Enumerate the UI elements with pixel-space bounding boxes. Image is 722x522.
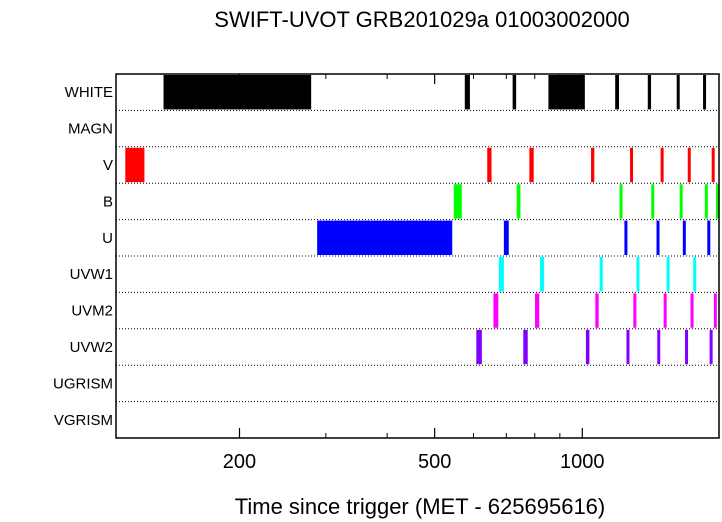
exposure-bar-b bbox=[516, 184, 521, 219]
exposure-bar-uvm2 bbox=[493, 293, 499, 328]
x-tick-label: 200 bbox=[223, 451, 256, 473]
exposure-bar-white bbox=[163, 75, 312, 110]
exposure-bar-b bbox=[679, 184, 683, 219]
filter-label-magn: MAGN bbox=[68, 121, 113, 138]
exposure-bar-uvw1 bbox=[540, 257, 545, 292]
exposure-bar-white bbox=[512, 75, 517, 110]
exposure-bar-white bbox=[703, 75, 707, 110]
x-axis-label: Time since trigger (MET - 625695616) bbox=[235, 494, 606, 519]
filter-label-uvm2: UVM2 bbox=[71, 303, 113, 320]
exposure-bar-u bbox=[682, 220, 686, 255]
exposure-bar-uvm2 bbox=[663, 293, 667, 328]
exposure-bar-uvw1 bbox=[599, 257, 603, 292]
exposure-bar-v bbox=[529, 147, 534, 183]
exposure-bar-v bbox=[711, 147, 715, 183]
exposure-bar-v bbox=[487, 147, 492, 183]
exposure-bars bbox=[125, 75, 719, 365]
filter-label-u: U bbox=[102, 230, 113, 247]
exposure-bar-b bbox=[716, 184, 719, 219]
exposure-bar-uvw2 bbox=[657, 329, 661, 365]
exposure-bar-uvm2 bbox=[690, 293, 694, 328]
exposure-bar-white bbox=[548, 75, 585, 110]
filter-labels: WHITE MAGN V B U UVW1 UVM2 UVW2 UGRISM VGRISM bbox=[53, 84, 113, 429]
exposure-bar-u bbox=[624, 220, 628, 255]
exposure-bar-v bbox=[687, 147, 691, 183]
filter-label-uvw1: UVW1 bbox=[70, 266, 113, 283]
exposure-bar-uvm2 bbox=[595, 293, 599, 328]
exposure-bar-uvm2 bbox=[713, 293, 717, 328]
exposure-bar-uvw1 bbox=[666, 257, 670, 292]
exposure-bar-uvm2 bbox=[633, 293, 637, 328]
exposure-bar-white bbox=[615, 75, 619, 110]
exposure-bar-uvw2 bbox=[585, 329, 590, 365]
filter-label-vgrism: VGRISM bbox=[54, 412, 113, 429]
exposure-bar-u bbox=[656, 220, 660, 255]
x-tick-label: 500 bbox=[418, 451, 451, 473]
chart-title: SWIFT-UVOT GRB201029a 01003002000 bbox=[214, 7, 629, 32]
exposure-bar-v bbox=[660, 147, 664, 183]
x-tick-label: 1000 bbox=[560, 451, 605, 473]
exposure-bar-uvm2 bbox=[535, 293, 540, 328]
exposure-bar-uvw2 bbox=[626, 329, 630, 365]
exposure-bar-b bbox=[651, 184, 655, 219]
exposure-bar-b bbox=[453, 184, 462, 219]
exposure-bar-uvw1 bbox=[498, 257, 504, 292]
exposure-bar-uvw2 bbox=[685, 329, 689, 365]
exposure-bar-uvw2 bbox=[523, 329, 528, 365]
filter-label-ugrism: UGRISM bbox=[53, 375, 113, 392]
exposure-bar-b bbox=[704, 184, 708, 219]
exposure-bar-uvw1 bbox=[693, 257, 697, 292]
exposure-bar-uvw1 bbox=[636, 257, 640, 292]
x-axis-ticks: 200 500 1000 bbox=[223, 74, 605, 473]
exposure-bar-white bbox=[676, 75, 680, 110]
exposure-bar-uvw2 bbox=[476, 329, 482, 365]
exposure-bar-v bbox=[591, 147, 595, 183]
filter-label-white: WHITE bbox=[65, 84, 113, 101]
filter-label-v: V bbox=[103, 157, 113, 174]
exposure-bar-u bbox=[707, 220, 711, 255]
exposure-bar-b bbox=[619, 184, 623, 219]
plot-frame bbox=[115, 73, 720, 439]
exposure-bar-u bbox=[503, 220, 509, 255]
exposure-bar-v bbox=[630, 147, 634, 183]
exposure-bar-u bbox=[317, 220, 453, 255]
exposure-bar-white bbox=[647, 75, 652, 110]
filter-label-uvw2: UVW2 bbox=[70, 339, 113, 356]
exposure-bar-v bbox=[125, 147, 145, 183]
exposure-bar-uvw2 bbox=[709, 329, 713, 365]
exposure-bar-white bbox=[464, 75, 470, 110]
filter-label-b: B bbox=[103, 193, 113, 210]
